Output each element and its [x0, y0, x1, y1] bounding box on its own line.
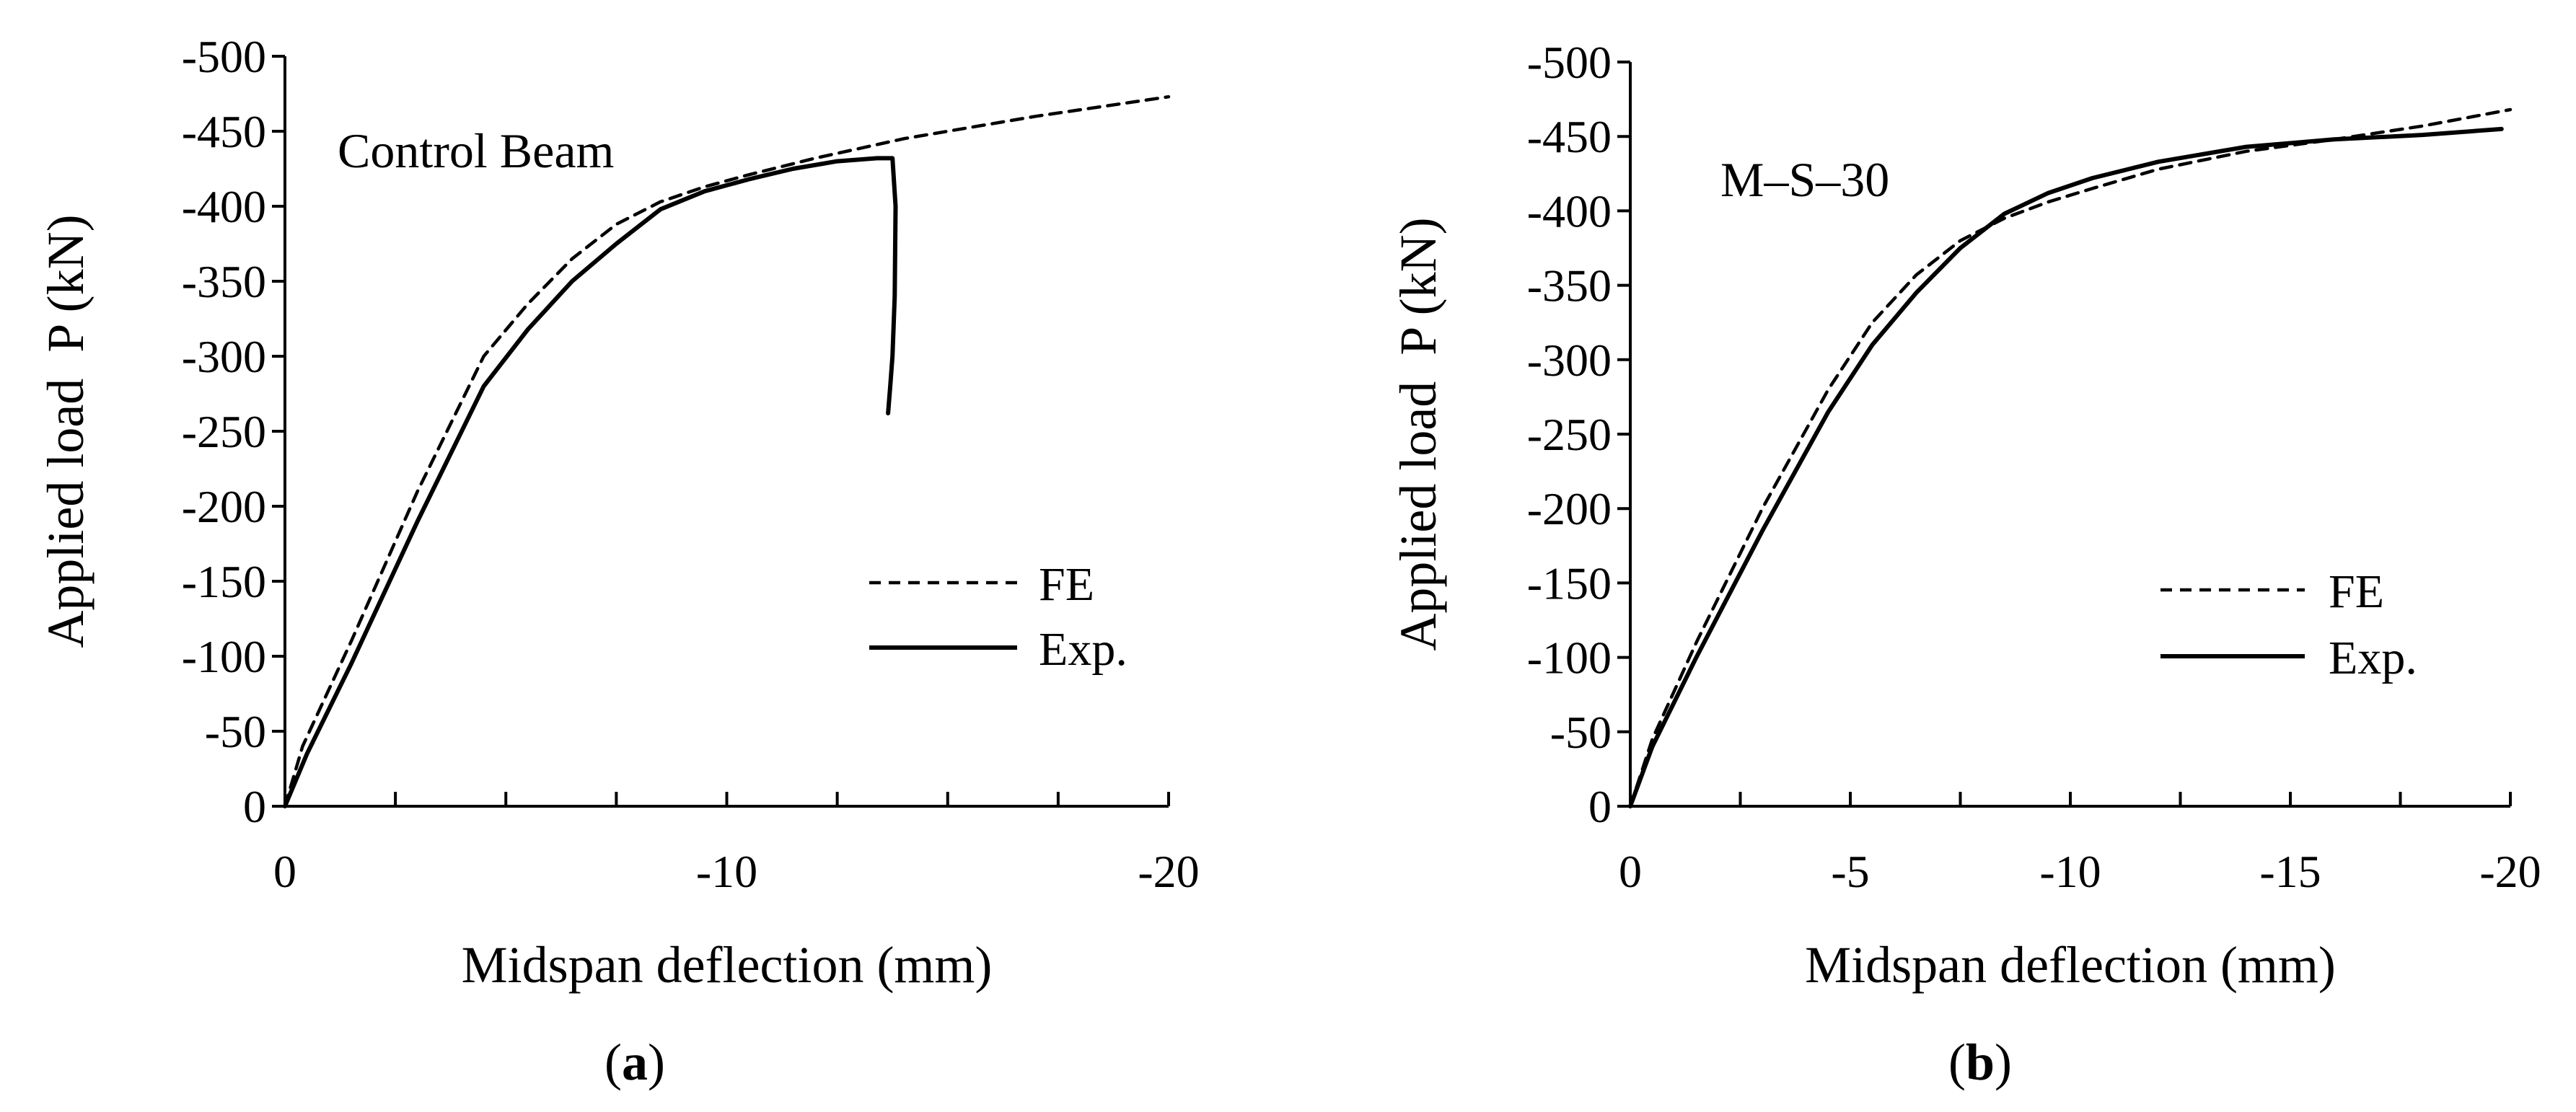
- x-tick-label: -5: [1831, 846, 1869, 897]
- y-axis-title: Applied load P (kN): [1389, 217, 1447, 650]
- x-tick-label: -10: [2039, 846, 2101, 897]
- y-tick-label: -300: [182, 331, 266, 382]
- x-axis-title: Midspan deflection (mm): [1805, 936, 2336, 994]
- chart-panel-a: 0-50-100-150-200-250-300-350-400-450-500…: [37, 31, 1200, 1091]
- y-tick-label: -400: [1527, 185, 1612, 237]
- caption-part: ): [1995, 1033, 2012, 1091]
- caption-part: a: [622, 1033, 648, 1091]
- legend-label: FE: [2329, 565, 2384, 618]
- x-tick-label: 0: [273, 846, 296, 897]
- chart-panel-b: 0-50-100-150-200-250-300-350-400-450-500…: [1389, 37, 2541, 1091]
- caption-part: (: [605, 1033, 622, 1091]
- legend-label: Exp.: [2329, 632, 2417, 684]
- x-tick-label: 0: [1619, 846, 1642, 897]
- y-tick-label: -250: [1527, 409, 1612, 460]
- legend-label: FE: [1039, 558, 1094, 611]
- y-tick-label: -300: [1527, 335, 1612, 386]
- x-tick-label: -10: [696, 846, 757, 897]
- y-tick-label: -500: [1527, 37, 1612, 88]
- x-axis-title: Midspan deflection (mm): [462, 936, 993, 994]
- panel-caption: (b): [1948, 1033, 2012, 1091]
- panel-annotation: M–S–30: [1720, 152, 1889, 207]
- y-tick-label: 0: [1588, 781, 1612, 832]
- y-tick-label: -150: [1527, 557, 1612, 609]
- y-tick-label: -350: [1527, 260, 1612, 312]
- y-tick-label: -450: [182, 106, 266, 157]
- y-tick-label: -200: [182, 481, 266, 532]
- y-tick-label: -150: [182, 556, 266, 607]
- y-tick-label: -50: [205, 706, 266, 757]
- y-tick-label: -100: [1527, 632, 1612, 684]
- x-tick-label: -20: [2479, 846, 2541, 897]
- y-tick-label: -500: [182, 31, 266, 82]
- caption-part: (: [1948, 1033, 1966, 1091]
- caption-part: b: [1966, 1033, 1995, 1091]
- x-tick-label: -20: [1138, 846, 1199, 897]
- series-line-exp: [283, 156, 898, 808]
- series-line-exp: [1628, 126, 2504, 808]
- y-tick-label: -350: [182, 256, 266, 307]
- legend-label: Exp.: [1039, 623, 1127, 676]
- y-tick-label: -450: [1527, 111, 1612, 162]
- y-tick-label: -50: [1550, 707, 1612, 758]
- y-tick-label: -400: [182, 181, 266, 232]
- series-line-fe: [1628, 107, 2513, 808]
- y-tick-label: -250: [182, 406, 266, 457]
- y-tick-label: 0: [243, 781, 266, 832]
- panel-annotation: Control Beam: [338, 123, 614, 178]
- panel-caption: (a): [605, 1033, 665, 1091]
- y-tick-label: -200: [1527, 483, 1612, 534]
- caption-part: ): [648, 1033, 665, 1091]
- y-axis-title: Applied load P (kN): [37, 214, 94, 648]
- x-tick-label: -15: [2259, 846, 2321, 897]
- y-tick-label: -100: [182, 631, 266, 682]
- series-line-fe: [283, 94, 1171, 808]
